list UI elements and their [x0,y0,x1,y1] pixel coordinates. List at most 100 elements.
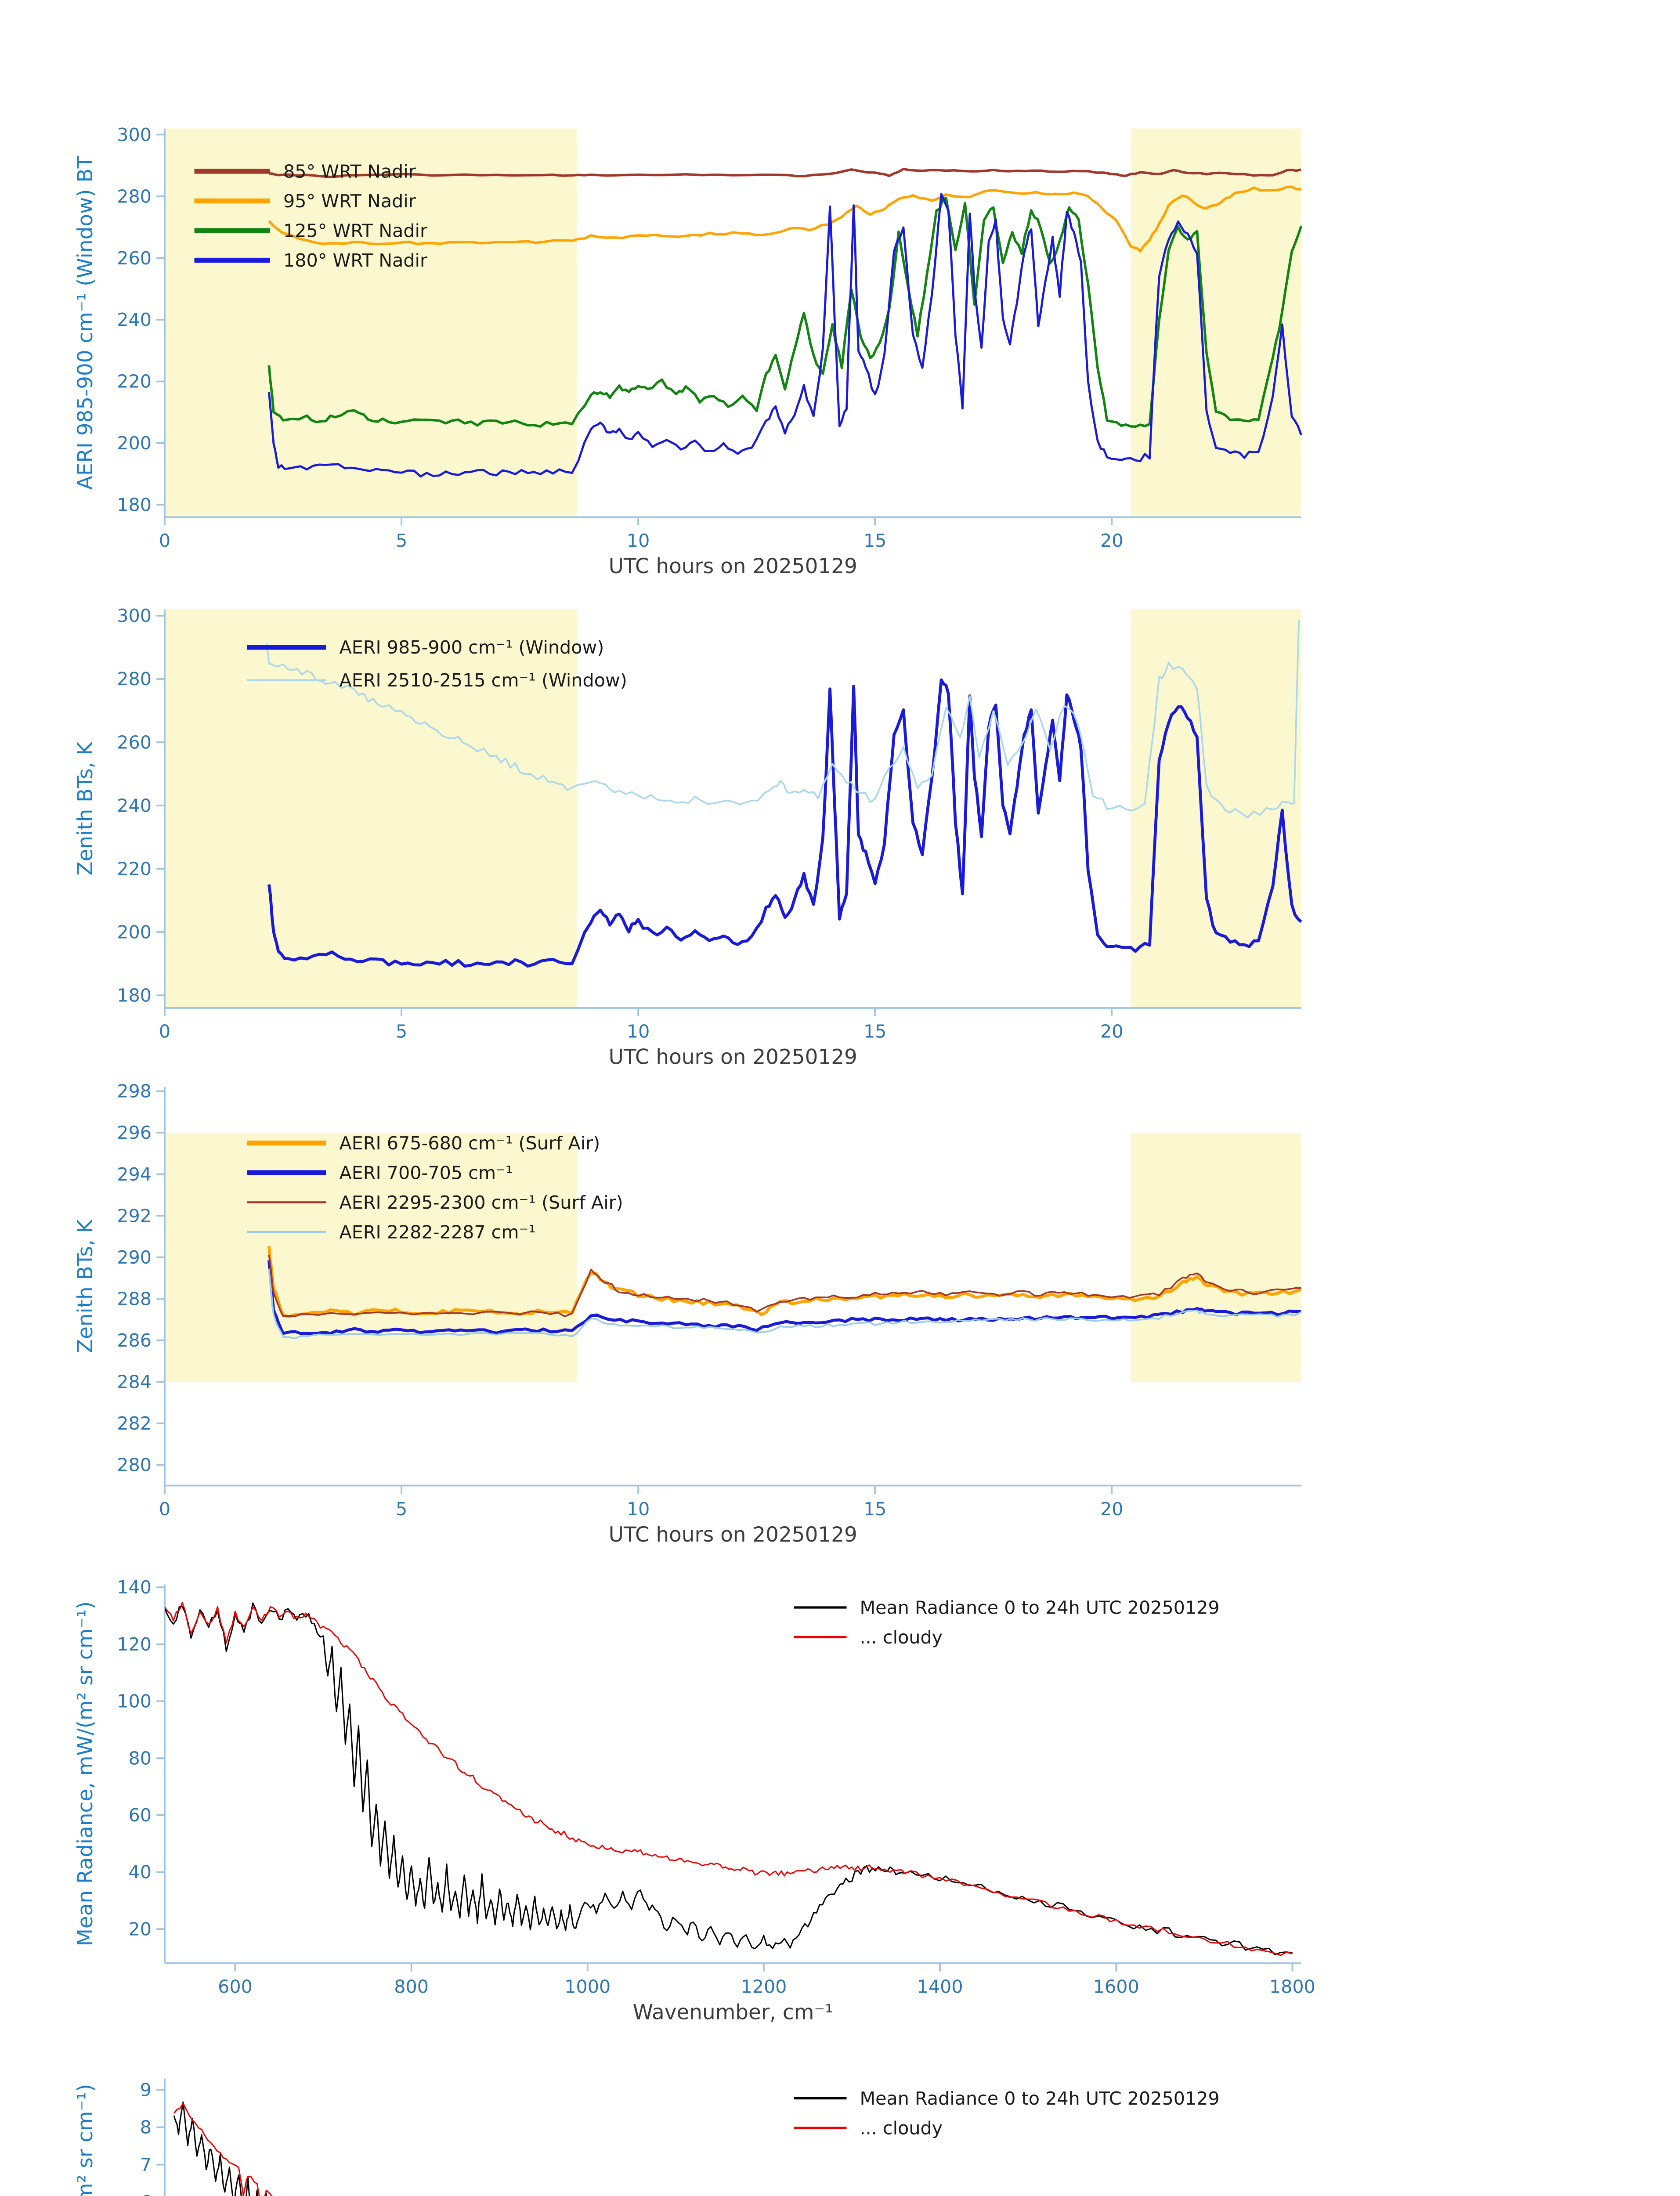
chart-aeri-view-angle-bt: 180 200 220 240 260 280 300 0 5 10 15 20 UTC hours o… [73,124,1303,578]
legend-label-mean-radiance-cloudy: ... cloudy [860,1627,943,1648]
y-tick-label: 200 [117,433,152,454]
y-tick-label: 120 [117,1634,152,1655]
series-aeri-700-705 [267,1260,1301,1335]
y-tick-label: 260 [117,732,152,753]
y-axis-label: Zenith BTs, K [73,741,98,876]
chart-mean-radiance-longwave: 20 40 60 80 100 120 140 600 800 1000 1200 1400 1600 1… [73,1577,1315,2024]
series-95deg-wrt-nadir [268,185,1301,253]
y-tick-label: 292 [117,1205,152,1226]
y-tick-label: 180 [117,495,152,516]
y-tick-label: 9 [140,2079,152,2100]
highlight-band [165,1132,577,1382]
y-tick-label: 80 [129,1748,152,1769]
y-tick-label: 300 [117,605,152,626]
series-aeri-2282-2287 [268,1268,1302,1340]
x-tick-label: 1600 [1093,1976,1139,1997]
y-tick-label: 282 [117,1413,152,1434]
chart-zenith-window-bts: 180 200 220 240 260 280 300 0 5 10 15 20 UTC hours o… [73,605,1302,1069]
chart-mean-radiance-shortwave: 01234567891800200022002400260028003000Wa… [73,2078,1220,2196]
x-axis-label: UTC hours on 20250129 [609,554,857,578]
chart-zenith-surfair-bts: 280 282 284 286 288 290 292 294 296 298 0 5 10 15 20 UT… [73,1081,1302,1547]
plot-series-group [165,1602,1293,1956]
x-tick-label: 20 [1100,530,1124,551]
x-tick-label: 5 [396,1021,407,1042]
plot-series-group [265,620,1302,968]
y-tick-label: 290 [117,1247,152,1268]
x-tick-label: 15 [863,1499,887,1520]
x-tick-label: 0 [159,530,170,551]
legend: Mean Radiance 0 to 24h UTC 20250129 ... c… [794,2088,1220,2138]
series-mean-radiance-clear [173,2101,267,2196]
y-tick-label: 8 [140,2117,152,2138]
series-mean-radiance-cloudy [173,2102,273,2196]
x-tick-label: 5 [396,1499,407,1520]
y-axis-label: Zenith BTs, K [73,1219,98,1353]
legend-label-125deg-wrt-nadir: 125° WRT Nadir [283,220,427,241]
highlight-band [165,609,577,1008]
y-tick-label: 40 [129,1862,152,1883]
legend-label-aeri-2510-2515-window: AERI 2510-2515 cm⁻¹ (Window) [340,670,627,691]
legend-label-95deg-wrt-nadir: 95° WRT Nadir [283,191,416,212]
x-tick-label: 10 [627,1499,650,1520]
y-tick-label: 240 [117,309,152,330]
x-tick-label: 800 [394,1976,429,1997]
y-axis-label: Mean Radiance, mW/(m² sr cm⁻¹) [73,2084,98,2196]
series-aeri-675-680-surf-air [267,1246,1302,1318]
x-tick-label: 1400 [917,1976,963,1997]
legend: Mean Radiance 0 to 24h UTC 20250129 ... c… [794,1597,1220,1648]
y-tick-label: 280 [117,668,152,690]
series-mean-radiance-cloudy [165,1602,1293,1956]
legend: 85° WRT Nadir 95° WRT Nadir 125° WRT Nadir… [194,161,427,271]
y-axis-label: AERI 985-900 cm⁻¹ (Window) BT [73,155,98,490]
x-tick-label: 1200 [741,1976,787,1997]
y-tick-label: 100 [117,1691,152,1712]
y-tick-label: 20 [129,1918,152,1940]
plot-series-group [267,167,1303,478]
x-tick-label: 600 [218,1976,253,1997]
x-axis-label: UTC hours on 20250129 [609,1523,857,1547]
y-tick-label: 288 [117,1288,152,1309]
x-tick-label: 1000 [564,1976,611,1997]
y-tick-label: 200 [117,921,152,943]
legend-label-aeri-700-705: AERI 700-705 cm⁻¹ [340,1162,513,1183]
y-tick-label: 298 [117,1081,152,1102]
x-tick-label: 0 [159,1021,170,1042]
y-tick-label: 296 [117,1122,152,1143]
legend-label-85deg-wrt-nadir: 85° WRT Nadir [283,161,416,182]
x-axis-label: UTC hours on 20250129 [609,1045,857,1069]
y-tick-label: 280 [117,186,152,207]
x-tick-label: 10 [627,530,650,551]
y-tick-label: 240 [117,795,152,816]
legend: AERI 985-900 cm⁻¹ (Window) AERI 2510-2515… [247,637,627,691]
y-tick-label: 180 [117,985,152,1006]
y-tick-label: 300 [117,124,152,145]
highlight-band [1131,1132,1301,1382]
plot-series-group [267,1246,1302,1340]
legend-label-aeri-985-900-window: AERI 985-900 cm⁻¹ (Window) [340,637,604,658]
plot-series-group [173,2101,273,2196]
y-tick-label: 286 [117,1330,152,1351]
x-tick-label: 0 [159,1499,170,1520]
series-aeri-2295-2300-surf-air [268,1255,1301,1318]
x-tick-label: 15 [863,1021,887,1042]
series-mean-radiance-clear [165,1602,1293,1955]
series-aeri-985-900-window [267,678,1302,968]
y-tick-label: 260 [117,248,152,269]
y-tick-label: 7 [140,2154,152,2175]
y-tick-label: 294 [117,1164,152,1185]
x-tick-label: 5 [396,530,407,551]
highlight-band [165,128,577,517]
x-axis-label: Wavenumber, cm⁻¹ [633,2001,833,2025]
y-tick-label: 284 [117,1371,152,1392]
x-tick-label: 20 [1100,1021,1124,1042]
legend-label-mean-radiance-clear: Mean Radiance 0 to 24h UTC 20250129 [860,2088,1220,2109]
x-tick-label: 20 [1100,1499,1124,1520]
y-tick-label: 6 [140,2192,152,2196]
legend-label-mean-radiance-clear: Mean Radiance 0 to 24h UTC 20250129 [860,1597,1220,1618]
x-tick-label: 10 [627,1021,650,1042]
legend-label-aeri-675-680-surf-air: AERI 675-680 cm⁻¹ (Surf Air) [340,1133,600,1154]
legend-label-aeri-2295-2300-surf-air: AERI 2295-2300 cm⁻¹ (Surf Air) [340,1192,623,1213]
legend-label-aeri-2282-2287: AERI 2282-2287 cm⁻¹ [340,1221,536,1242]
series-85deg-wrt-nadir [269,167,1302,178]
